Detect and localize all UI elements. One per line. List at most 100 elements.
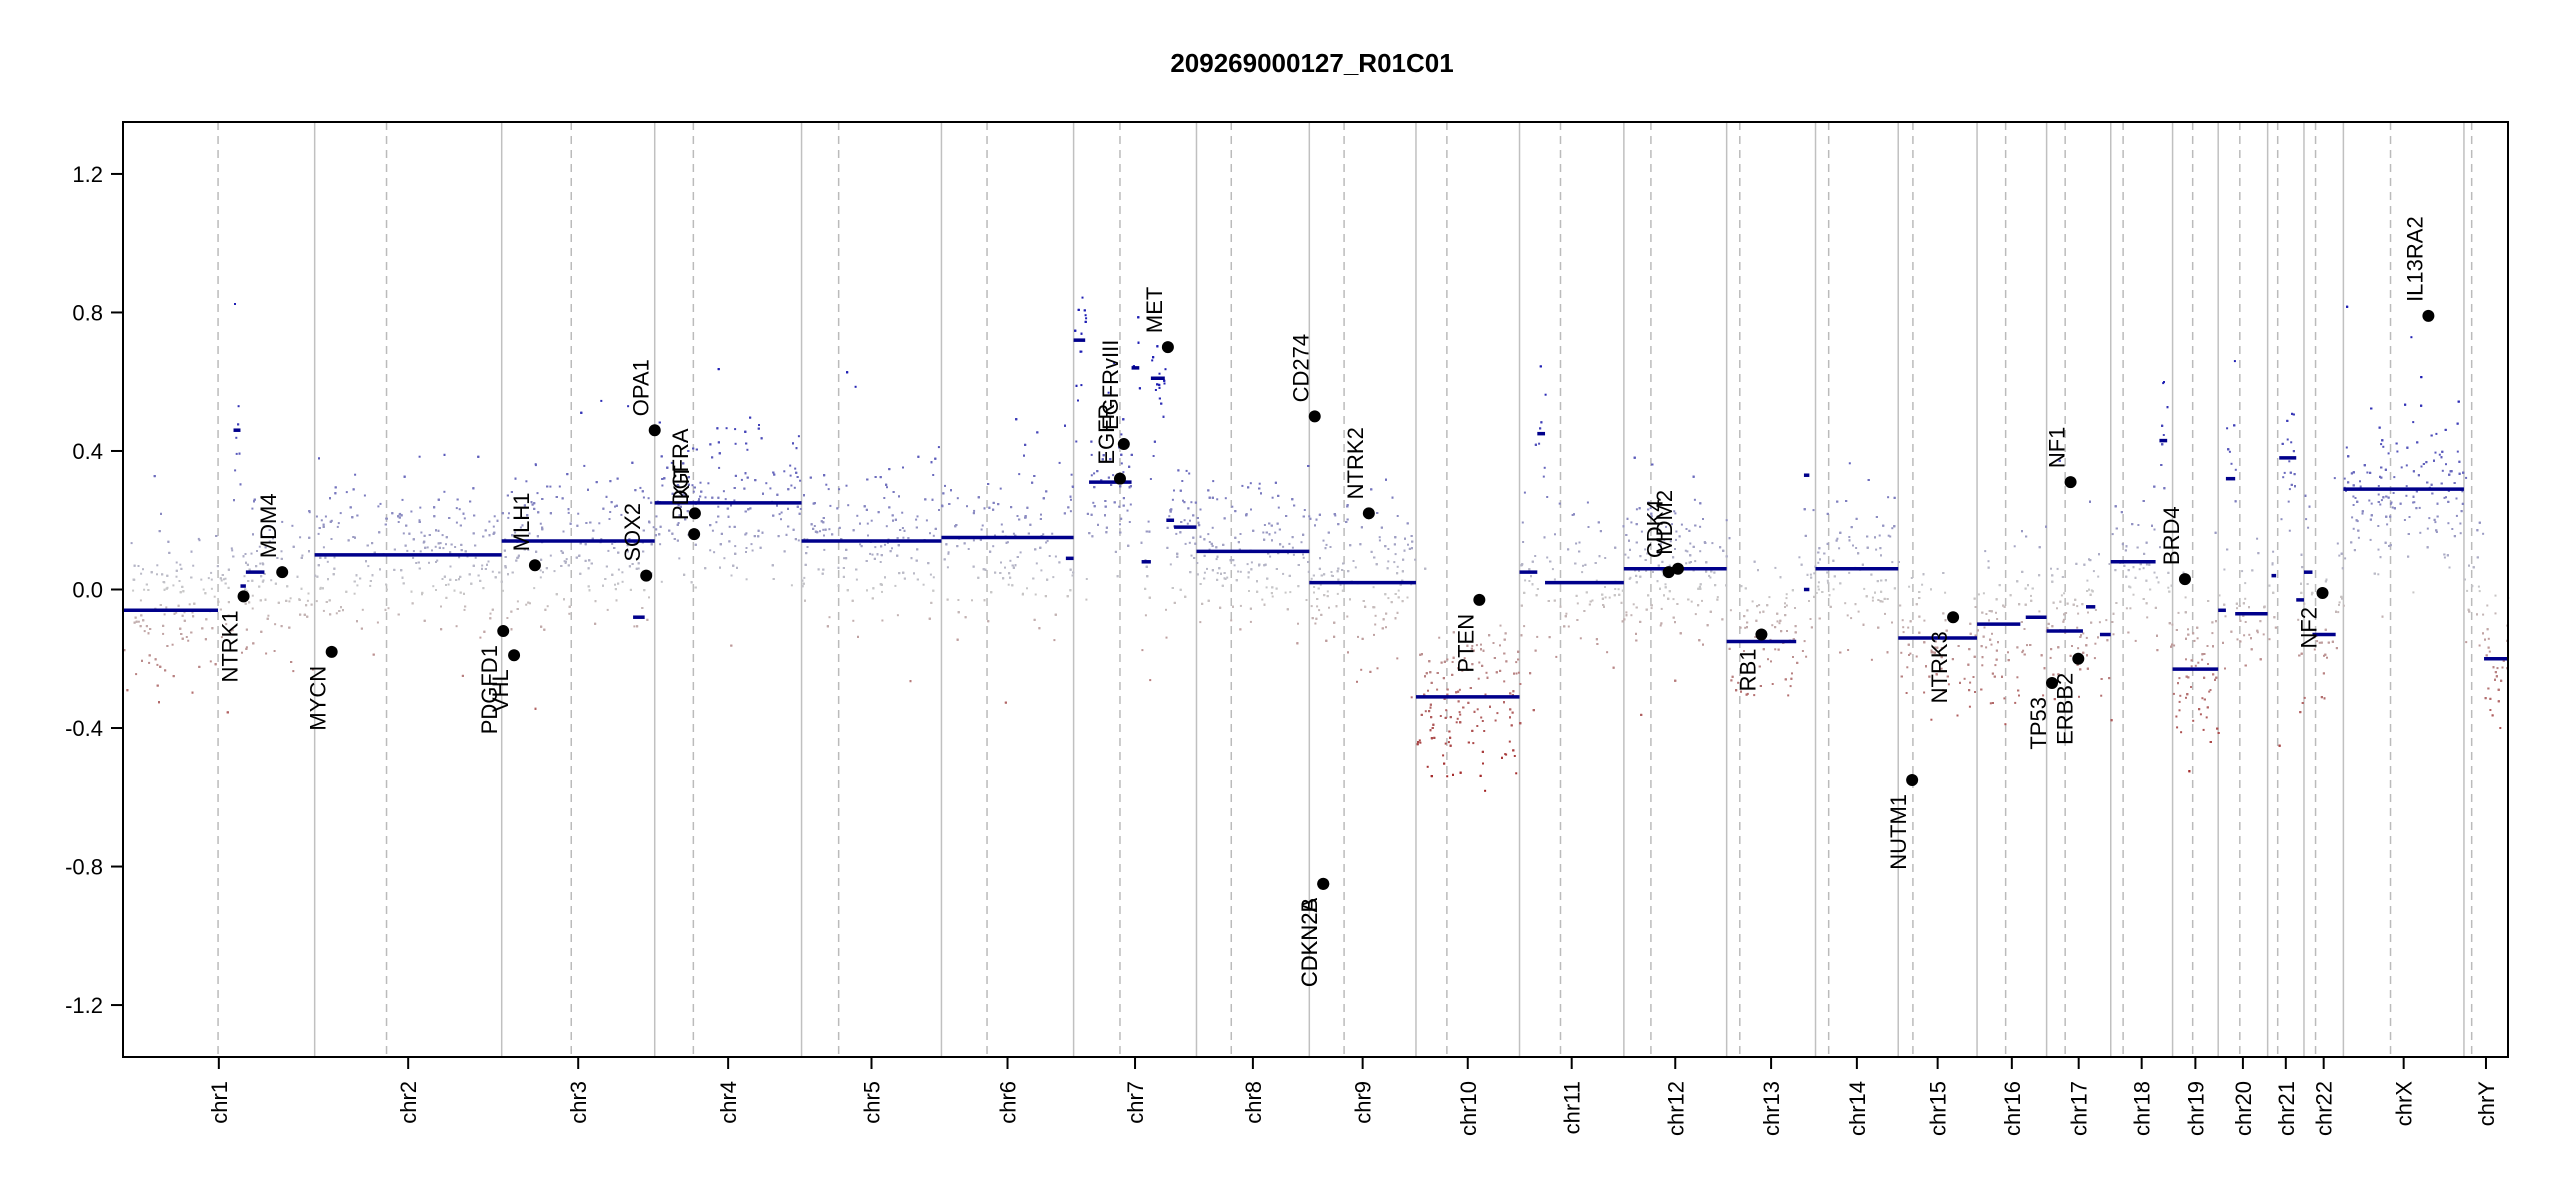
probe-point xyxy=(1446,658,1449,661)
probe-point xyxy=(1991,632,1993,635)
probe-point xyxy=(1774,566,1777,569)
probe-point xyxy=(2176,726,2179,729)
probe-point xyxy=(932,474,935,476)
probe-point xyxy=(2496,667,2499,670)
probe-point xyxy=(2076,605,2079,608)
probe-point xyxy=(2211,632,2214,635)
probe-point xyxy=(2244,597,2247,600)
probe-point xyxy=(1542,475,1545,478)
probe-point xyxy=(1397,589,1400,592)
probe-point xyxy=(1786,630,1788,632)
probe-point xyxy=(1628,577,1631,580)
probe-point xyxy=(175,561,178,564)
probe-point xyxy=(1484,693,1487,696)
probe-point xyxy=(2352,504,2355,506)
probe-point xyxy=(1716,596,1719,599)
probe-point xyxy=(1302,553,1304,556)
probe-point xyxy=(843,557,846,560)
probe-point xyxy=(765,482,768,485)
probe-point xyxy=(1693,498,1696,501)
probe-point xyxy=(440,605,442,608)
probe-point xyxy=(1787,694,1790,697)
probe-point xyxy=(1308,515,1311,518)
probe-point xyxy=(1438,636,1441,639)
probe-point xyxy=(866,522,869,525)
probe-point xyxy=(2236,638,2239,641)
probe-point xyxy=(699,481,702,484)
probe-point xyxy=(1515,772,1518,775)
probe-point xyxy=(1385,626,1387,629)
probe-point xyxy=(1040,513,1042,516)
probe-point xyxy=(2105,619,2108,622)
probe-point xyxy=(1990,643,1993,646)
probe-point xyxy=(463,608,466,611)
probe-point xyxy=(2233,360,2236,363)
probe-point xyxy=(213,595,216,598)
probe-point xyxy=(2224,615,2227,618)
probe-point xyxy=(2443,496,2446,499)
probe-point xyxy=(2343,477,2346,480)
probe-point xyxy=(1668,564,1671,567)
probe-point xyxy=(1940,667,1943,670)
probe-point xyxy=(1000,523,1003,526)
probe-point xyxy=(432,585,435,588)
probe-point xyxy=(869,552,872,555)
probe-point xyxy=(1310,605,1313,608)
probe-point xyxy=(859,543,862,546)
probe-point xyxy=(1387,597,1390,600)
probe-point xyxy=(1181,480,1184,482)
probe-point xyxy=(2412,421,2415,424)
probe-point xyxy=(724,498,727,501)
probe-point xyxy=(2333,477,2336,480)
probe-point xyxy=(1303,509,1306,511)
probe-point xyxy=(337,522,340,525)
probe-point xyxy=(1419,741,1422,744)
probe-point xyxy=(419,550,422,553)
probe-point xyxy=(2336,542,2339,545)
probe-point xyxy=(1360,668,1363,671)
probe-point xyxy=(652,526,655,529)
probe-point xyxy=(1902,631,1905,634)
probe-point xyxy=(1476,725,1479,727)
probe-point xyxy=(2093,657,2096,660)
probe-point xyxy=(183,611,186,614)
probe-point xyxy=(2413,501,2416,504)
probe-point xyxy=(1322,539,1325,542)
probe-point xyxy=(1113,362,1116,364)
probe-point xyxy=(2007,651,2009,654)
probe-point xyxy=(2097,575,2100,578)
probe-point xyxy=(2178,709,2181,712)
probe-point xyxy=(799,508,802,510)
probe-point xyxy=(1396,657,1399,660)
probe-point xyxy=(938,509,940,511)
probe-point xyxy=(1519,683,1522,685)
probe-point xyxy=(527,548,530,551)
probe-point xyxy=(1630,521,1633,524)
probe-point xyxy=(855,578,858,581)
probe-point xyxy=(2382,445,2385,448)
probe-point xyxy=(529,602,531,605)
probe-point xyxy=(1522,541,1525,543)
probe-point xyxy=(1523,625,1526,628)
probe-point xyxy=(1981,664,1984,667)
probe-point xyxy=(258,545,261,548)
probe-point xyxy=(967,548,970,550)
probe-point xyxy=(606,608,609,611)
probe-point xyxy=(2199,713,2202,716)
probe-point xyxy=(262,579,265,582)
probe-point xyxy=(885,525,888,528)
probe-point xyxy=(794,467,797,470)
probe-point xyxy=(439,542,442,545)
probe-point xyxy=(1107,391,1110,394)
probe-point xyxy=(1480,716,1483,719)
probe-point xyxy=(1994,664,1997,667)
probe-point xyxy=(1499,644,1501,647)
probe-point xyxy=(2234,468,2237,471)
probe-point xyxy=(1632,603,1635,606)
probe-point xyxy=(2441,469,2444,472)
probe-point xyxy=(1053,639,1056,642)
probe-point xyxy=(2178,677,2181,680)
probe-point xyxy=(1576,602,1579,605)
probe-point xyxy=(2489,709,2492,711)
probe-point xyxy=(2178,700,2181,703)
